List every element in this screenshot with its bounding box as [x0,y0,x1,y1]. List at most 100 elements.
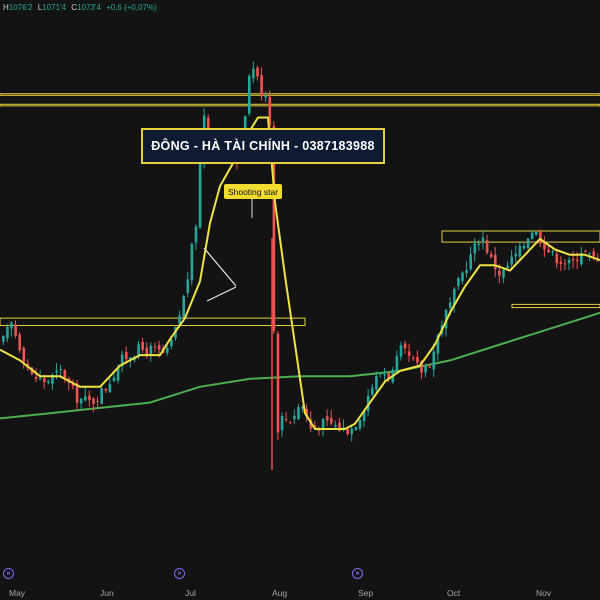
annotation-layer [203,199,273,470]
candle-body [379,373,382,375]
candle-body [43,378,46,383]
candle-body [436,335,440,354]
candle-body [498,270,501,276]
candle-body [563,263,567,265]
candle-body [186,279,190,293]
candle-body [207,117,210,131]
candle-body [580,252,583,265]
candle-body [510,256,513,265]
candle-body [424,366,427,373]
candle-body [63,370,67,380]
candle-body [79,398,83,404]
candle-body [194,226,198,243]
candle-body [248,75,251,114]
candle-body [59,369,62,371]
candle-body [571,259,575,261]
candle-body [198,163,202,228]
candle-body [543,242,546,250]
double-chevron-right-icon[interactable]: » [352,568,363,579]
legend-high-key: H [3,3,9,12]
wedge-lower-line [206,286,237,302]
candle-body [268,96,272,126]
short-ma-layer [0,116,600,430]
x-tick-aug: Aug [272,588,288,598]
candle-body [346,428,349,434]
candle-body [38,377,42,379]
candle-body [34,376,38,380]
candle-body [2,335,5,342]
candle-body [354,427,358,431]
legend-change: +0,6 (+0,07%) [106,3,157,12]
candle-body [18,334,21,351]
candle-body [280,416,284,431]
candle-body [75,383,79,403]
candle-body [350,428,354,435]
candle-body [576,259,579,262]
double-chevron-right-icon[interactable]: » [174,568,185,579]
candle-body [522,245,526,249]
candle-body [375,375,378,390]
candle-body [51,374,54,384]
candle-body [284,419,288,421]
zone-layer [0,93,600,327]
candle-body [584,250,587,252]
x-tick-may: May [9,588,26,598]
candle-body [420,361,423,373]
candle-body [412,357,415,359]
double-chevron-right-icon[interactable]: » [3,568,14,579]
candle-body [453,288,456,305]
candle-body [395,356,399,371]
candle-body [325,416,329,421]
candle-body [506,265,509,269]
shooting-star-callout: Shooting star [224,184,282,199]
candle-body [567,260,571,264]
candle-body [416,357,419,363]
candle-body [125,351,128,360]
legend-close-key: C [71,3,78,12]
candle-body [256,67,259,77]
candle-body [502,269,505,278]
legend-close-value: 1073'4 [77,3,101,12]
candle-body [477,243,481,245]
candle-body [10,322,13,329]
zone-box-2 [0,317,306,327]
ohlc-legend: H1076'2 L1071'4 C1073'4 +0,6 (+0,07%) [3,3,160,12]
candle-body [108,384,112,393]
candle-body [358,419,362,429]
legend-high-value: 1076'2 [8,3,33,12]
candle-body [494,254,497,270]
watermark-banner: ĐÔNG - HÀ TÀI CHÍNH - 0387183988 [141,128,385,164]
candle-body [6,326,9,339]
candle-body [448,302,452,308]
x-tick-oct: Oct [447,588,461,598]
candle-body [252,68,255,79]
candle-body [141,341,144,350]
candle-body [547,249,550,253]
candle-body [485,240,489,253]
x-axis: May Jun Jul Aug Sep Oct Nov [0,582,600,600]
x-tick-nov: Nov [536,588,552,598]
zone-box-3 [441,230,600,243]
candle-body [334,425,337,427]
candle-body [55,370,58,373]
candle-body [461,272,464,281]
candle-body [100,388,103,404]
candle-body [71,383,75,387]
candle-body [539,231,542,244]
candle-body [399,345,403,357]
candle-body [260,75,263,97]
candle-body [153,346,157,348]
candle-body [88,395,91,401]
candle-body [313,425,317,429]
candle-body [129,357,132,361]
zone-box-1 [0,103,600,107]
short-ma-line [0,116,600,430]
candle-body [559,261,563,264]
candle-body [22,347,26,362]
candle-body [362,410,366,421]
candle-body [157,344,161,350]
candle-body [473,243,477,254]
candle-body [338,422,341,431]
candle-body [116,367,120,381]
